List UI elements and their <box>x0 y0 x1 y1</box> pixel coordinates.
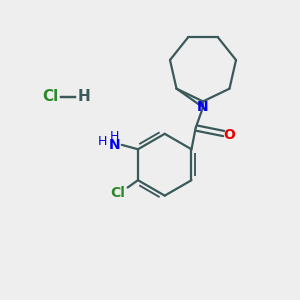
Text: Cl: Cl <box>110 186 125 200</box>
Text: H: H <box>98 135 107 148</box>
Text: Cl: Cl <box>42 89 58 104</box>
Text: H: H <box>77 89 90 104</box>
Text: N: N <box>197 100 209 114</box>
Text: H: H <box>110 130 119 143</box>
Text: N: N <box>109 138 120 152</box>
Text: O: O <box>224 128 236 142</box>
